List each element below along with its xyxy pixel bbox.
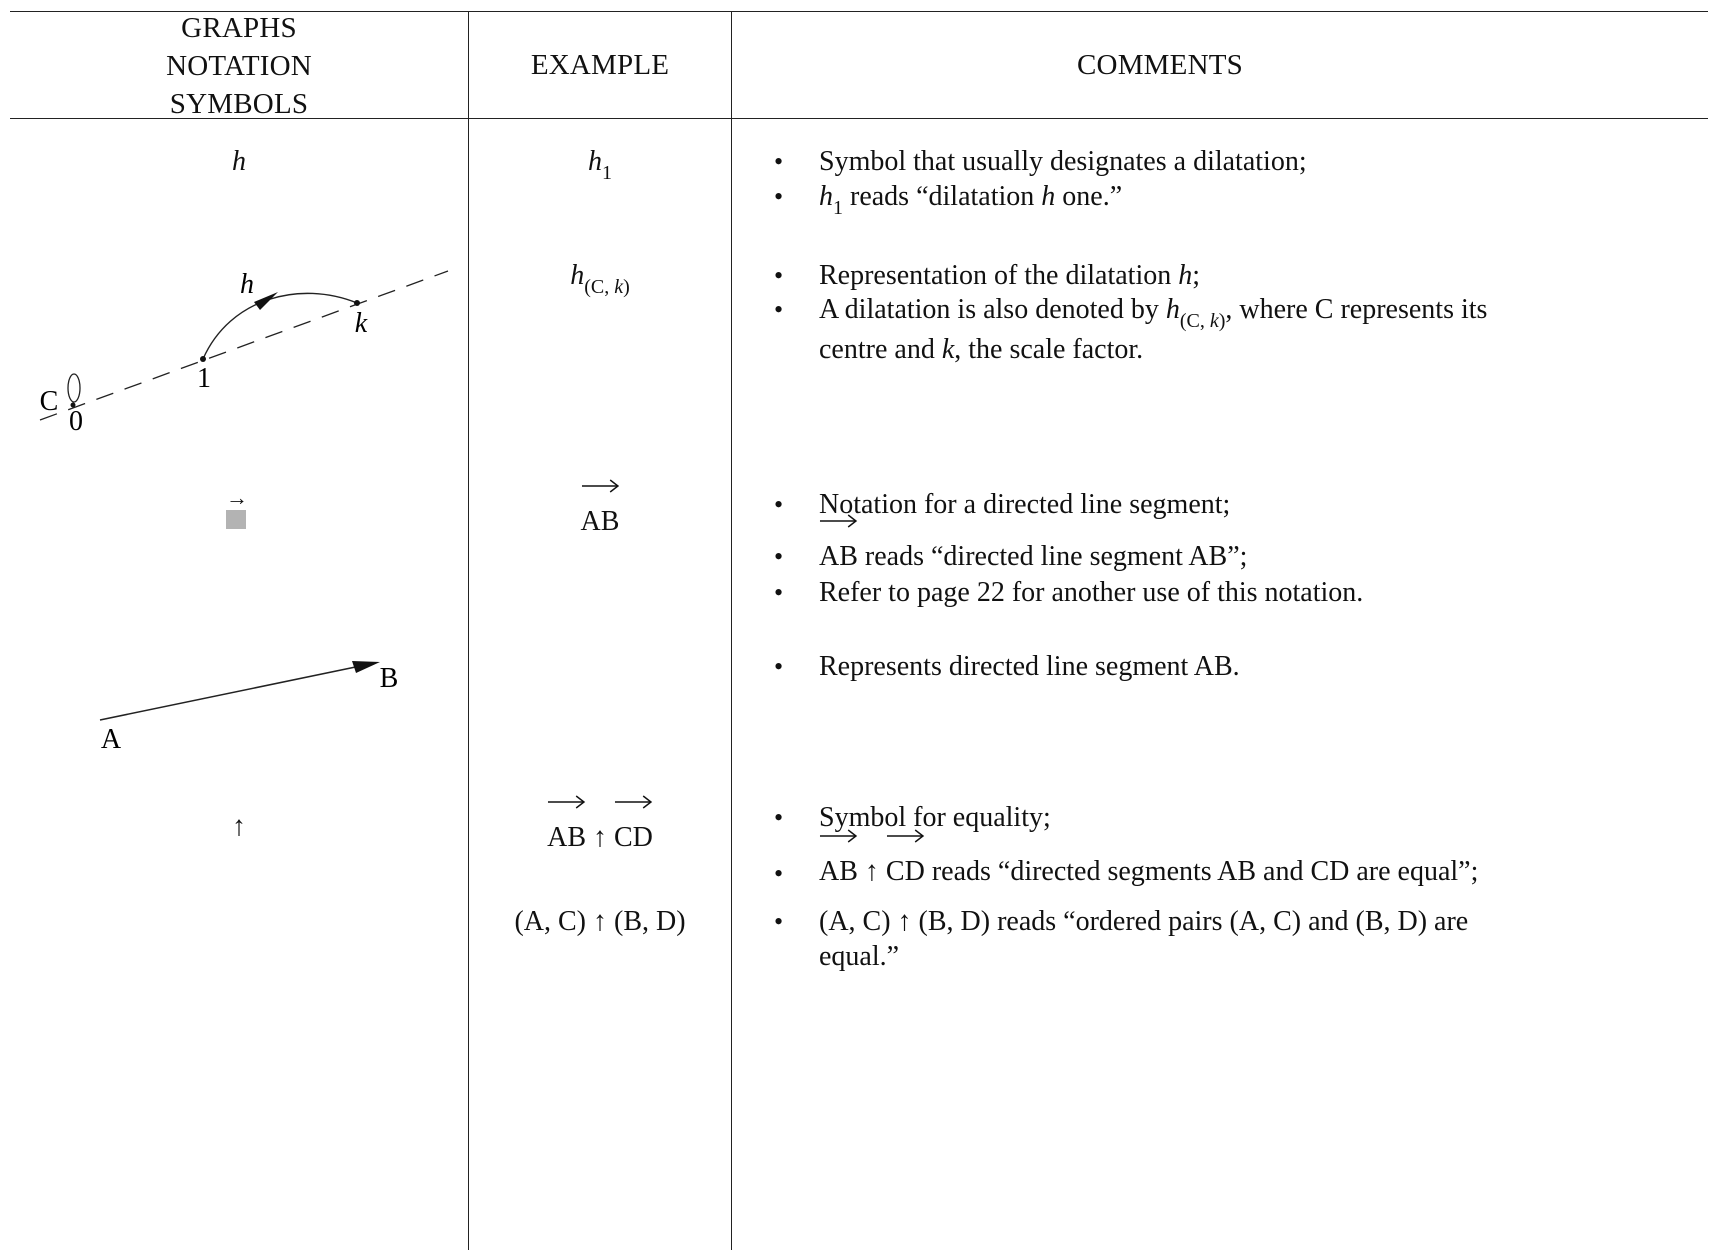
row2-comment-3: centre and k, the scale factor. [819, 334, 1144, 365]
directed-segment-diagram: A B [99, 661, 399, 755]
row2-bullet-2: • [774, 295, 784, 324]
row3-bullet-2: • [774, 542, 784, 571]
row1-bullet-1: • [774, 147, 784, 176]
column-divider-1 [468, 11, 469, 1250]
row1-comment-1: Symbol that usually designates a dilatat… [819, 146, 1307, 177]
point-k-dot [354, 300, 360, 306]
vector-arrow [819, 829, 858, 843]
row2-bullet-1: • [774, 261, 784, 290]
header-symbols: SYMBOLS [169, 88, 309, 120]
header-notation: NOTATION [166, 50, 312, 82]
row3-bullet-1: • [774, 490, 784, 519]
header-bottom-rule [10, 118, 1708, 119]
header-example: EXAMPLE [530, 49, 670, 81]
row2-comment-1: Representation of the dilatation h; [819, 260, 1201, 291]
header-comments: COMMENTS [1077, 49, 1243, 81]
row5-symbol-up-arrow: ↑ [232, 811, 246, 842]
row3-comment-1: Notation for a directed line segment; [819, 489, 1231, 520]
row5-comment-4: equal.” [819, 941, 900, 972]
row1-comment-2: h1 reads “dilatation h one.” [819, 181, 1123, 219]
diagram-label-1: 1 [197, 363, 211, 394]
diagram-label-k: k [355, 308, 368, 339]
row5-example-1: AB ↑ CD [469, 795, 731, 857]
diagram-label-c: C [40, 386, 59, 417]
row1-example-base: h [588, 146, 602, 177]
table-top-rule [10, 11, 1708, 12]
row1-bullet-2: • [774, 182, 784, 211]
row5-bullet-1: • [774, 803, 784, 832]
segment-label-b: B [380, 663, 399, 694]
row5-bullet-2: • [774, 859, 784, 888]
row5-example-2: (A, C) ↑ (B, D) [514, 906, 686, 937]
dilatation-arc-arrowhead [254, 292, 278, 310]
placeholder-square [226, 510, 246, 529]
row3-comment-2: AB reads “directed line segment AB”; [819, 514, 1247, 576]
vector-ab-inline: AB [819, 829, 858, 891]
point-one-dot [200, 356, 206, 362]
column-divider-2 [731, 11, 732, 1250]
vector-placeholder-symbol: → [226, 487, 248, 531]
segment-label-a: A [101, 724, 122, 755]
row2-example-hck: h(C, k) [570, 260, 630, 298]
diagram-label-h: h [240, 269, 254, 300]
vector-cd-inline: CD [886, 829, 925, 891]
row1-example-h1: h1 [469, 143, 731, 184]
row5-comment-2: AB ↑ CD reads “directed segments AB and … [819, 829, 1478, 891]
vector-arrow [581, 479, 619, 493]
centre-dot [70, 402, 76, 408]
row4-comment-1: Represents directed line segment AB. [819, 651, 1240, 682]
diagram-label-0: 0 [69, 406, 83, 437]
vector-ab-inline: AB [819, 514, 858, 576]
row4-bullet-1: • [774, 652, 784, 681]
header-graphs-notation-symbols: GRAPHS NOTATION SYMBOLS [10, 9, 468, 123]
dilatation-dashed-line [39, 270, 449, 421]
vector-cd: CD [614, 795, 653, 857]
row5-comment-1: Symbol for equality; [819, 802, 1051, 833]
row5-bullet-3: • [774, 907, 784, 936]
vector-ab: AB [581, 479, 619, 541]
vector-arrow [819, 514, 858, 528]
header-graphs: GRAPHS [181, 12, 297, 44]
segment-ab-line [99, 663, 371, 721]
row1-example-sub: 1 [602, 162, 612, 184]
centre-zero-oval [67, 373, 81, 403]
row5-comment-3: (A, C) ↑ (B, D) reads “ordered pairs (A,… [819, 906, 1469, 937]
vector-arrow [886, 829, 925, 843]
vector-ab: AB [547, 795, 586, 857]
vector-arrow [548, 795, 586, 809]
placeholder-arrow: → [226, 485, 248, 510]
dilatation-diagram: h k 1 C 0 [39, 269, 449, 437]
vector-arrow [614, 795, 653, 809]
dilatation-arc [202, 292, 358, 360]
row2-comment-2: A dilatation is also denoted by h(C, k),… [819, 294, 1488, 332]
row3-bullet-3: • [774, 578, 784, 607]
row1-symbol-h: h [232, 146, 246, 177]
segment-ab-arrowhead [352, 661, 380, 673]
row3-comment-3: Refer to page 22 for another use of this… [819, 577, 1364, 608]
row3-example-ab: AB [469, 479, 731, 541]
